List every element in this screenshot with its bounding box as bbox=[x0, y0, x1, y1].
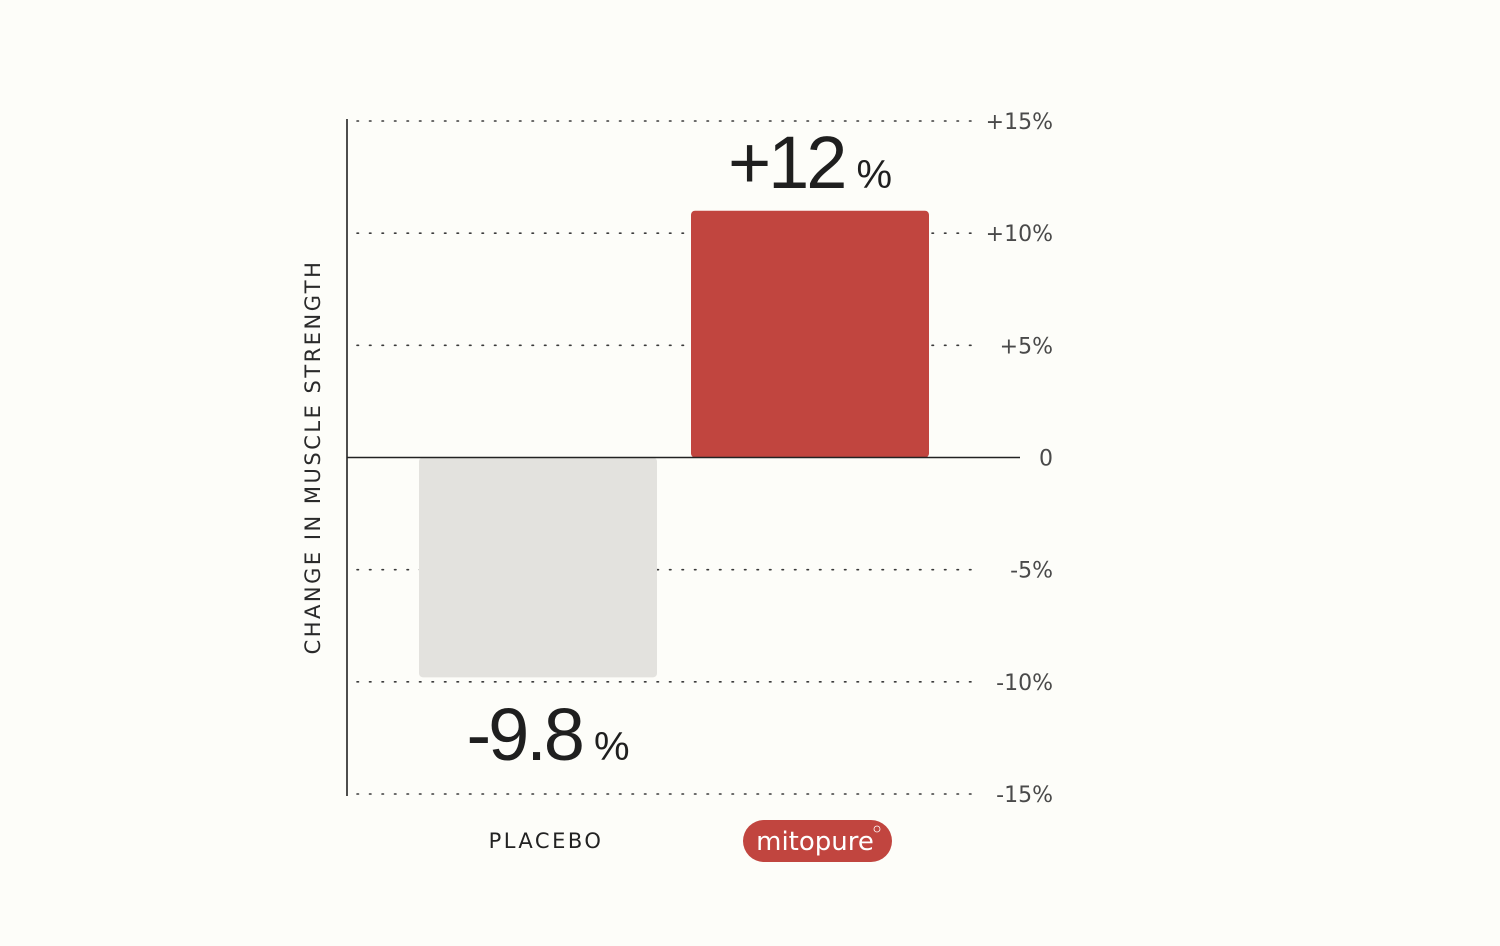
bar-placebo bbox=[419, 457, 657, 678]
bars bbox=[419, 210, 929, 678]
y-tick-label: +5% bbox=[1000, 334, 1053, 359]
labels: +15% +10% +5% 0 -5% -10% -15% CHANGE IN MUSCLE … bbox=[301, 110, 1053, 862]
x-tick-label-placebo: PLACEBO bbox=[489, 829, 604, 853]
bar-mitopure bbox=[691, 210, 929, 458]
registered-mark-icon bbox=[873, 825, 881, 833]
data-label-placebo: -9.8% bbox=[466, 693, 629, 776]
y-tick-label: -5% bbox=[1010, 559, 1053, 584]
y-tick-label: 0 bbox=[1039, 447, 1053, 472]
axes bbox=[346, 119, 1020, 796]
y-tick-label: +10% bbox=[986, 222, 1053, 247]
brand-logo-text: mitopure bbox=[756, 827, 874, 857]
x-tick-label-mitopure: mitopure bbox=[743, 820, 892, 862]
y-tick-label: -10% bbox=[996, 671, 1053, 696]
y-axis-label: CHANGE IN MUSCLE STRENGTH bbox=[301, 260, 325, 655]
data-label-mitopure: +12% bbox=[728, 121, 892, 204]
y-tick-label: -15% bbox=[996, 783, 1053, 808]
y-tick-label: +15% bbox=[986, 110, 1053, 135]
brand-badge bbox=[743, 820, 892, 862]
